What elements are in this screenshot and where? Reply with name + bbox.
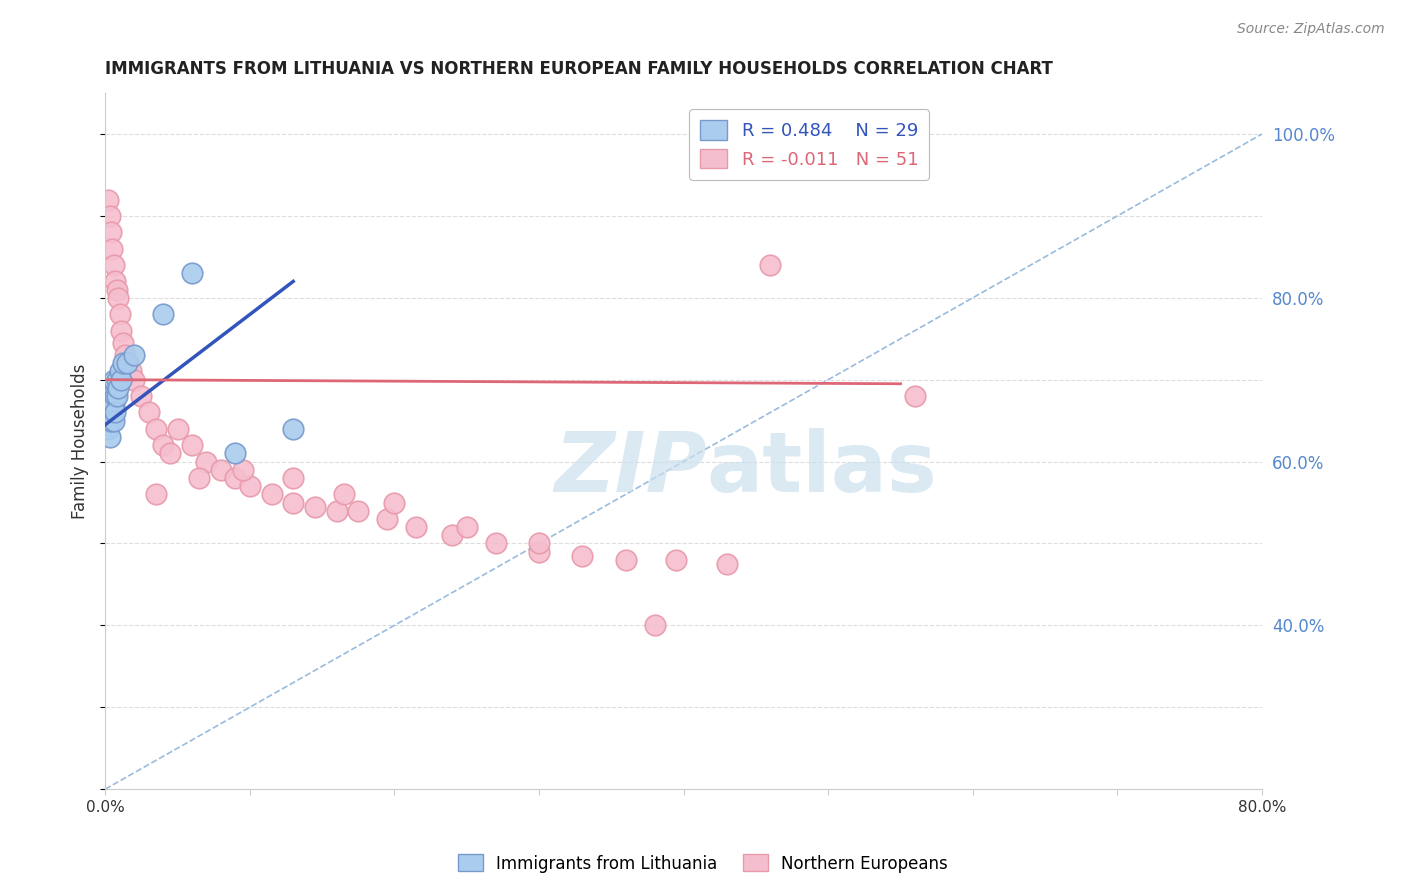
Point <box>181 438 204 452</box>
Point <box>96 414 118 428</box>
Point <box>101 397 124 411</box>
Point <box>110 373 132 387</box>
Point <box>98 397 121 411</box>
Point <box>665 553 688 567</box>
Point <box>456 520 478 534</box>
Point <box>98 414 121 428</box>
Point <box>152 307 174 321</box>
Point <box>188 471 211 485</box>
Point <box>101 405 124 419</box>
Point <box>131 389 153 403</box>
Point <box>485 536 508 550</box>
Text: IMMIGRANTS FROM LITHUANIA VS NORTHERN EUROPEAN FAMILY HOUSEHOLDS CORRELATION CHA: IMMIGRANTS FROM LITHUANIA VS NORTHERN EU… <box>105 60 1053 78</box>
Point <box>97 422 120 436</box>
Point <box>117 356 139 370</box>
Point <box>107 291 129 305</box>
Point <box>101 242 124 256</box>
Point <box>145 487 167 501</box>
Point <box>100 401 122 416</box>
Point <box>166 422 188 436</box>
Text: atlas: atlas <box>707 428 938 509</box>
Y-axis label: Family Households: Family Households <box>72 363 89 519</box>
Point <box>325 504 347 518</box>
Point <box>527 544 550 558</box>
Legend: Immigrants from Lithuania, Northern Europeans: Immigrants from Lithuania, Northern Euro… <box>451 847 955 880</box>
Point <box>108 364 131 378</box>
Point <box>239 479 262 493</box>
Point <box>105 283 128 297</box>
Point <box>384 495 406 509</box>
Point <box>104 405 127 419</box>
Point <box>103 258 125 272</box>
Point <box>224 446 246 460</box>
Point <box>120 364 142 378</box>
Point <box>759 258 782 272</box>
Point <box>138 405 160 419</box>
Point <box>103 397 125 411</box>
Point <box>405 520 427 534</box>
Text: ZIP: ZIP <box>554 428 707 509</box>
Point <box>614 553 637 567</box>
Point <box>100 225 122 239</box>
Point <box>283 495 305 509</box>
Point <box>122 348 145 362</box>
Point <box>111 356 134 370</box>
Point <box>101 389 124 403</box>
Point <box>98 430 121 444</box>
Point <box>145 422 167 436</box>
Point <box>209 463 232 477</box>
Point <box>108 307 131 321</box>
Point <box>103 373 125 387</box>
Point <box>224 471 246 485</box>
Text: Source: ZipAtlas.com: Source: ZipAtlas.com <box>1237 22 1385 37</box>
Point <box>571 549 593 563</box>
Point <box>104 274 127 288</box>
Legend: R = 0.484    N = 29, R = -0.011   N = 51: R = 0.484 N = 29, R = -0.011 N = 51 <box>689 109 929 179</box>
Point <box>159 446 181 460</box>
Point <box>97 193 120 207</box>
Point <box>283 471 305 485</box>
Point <box>304 500 326 514</box>
Point <box>283 422 305 436</box>
Point <box>716 557 738 571</box>
Point <box>103 414 125 428</box>
Point <box>904 389 927 403</box>
Point <box>260 487 283 501</box>
Point <box>115 356 138 370</box>
Point <box>107 381 129 395</box>
Point <box>98 209 121 223</box>
Point <box>97 405 120 419</box>
Point <box>105 389 128 403</box>
Point <box>333 487 356 501</box>
Point <box>110 324 132 338</box>
Point <box>104 389 127 403</box>
Point <box>195 454 218 468</box>
Point <box>100 414 122 428</box>
Point <box>232 463 254 477</box>
Point <box>644 618 666 632</box>
Point <box>181 266 204 280</box>
Point <box>105 373 128 387</box>
Point <box>347 504 370 518</box>
Point <box>375 512 398 526</box>
Point <box>122 373 145 387</box>
Point <box>527 536 550 550</box>
Point <box>114 348 136 362</box>
Point <box>441 528 464 542</box>
Point <box>111 335 134 350</box>
Point <box>100 389 122 403</box>
Point <box>152 438 174 452</box>
